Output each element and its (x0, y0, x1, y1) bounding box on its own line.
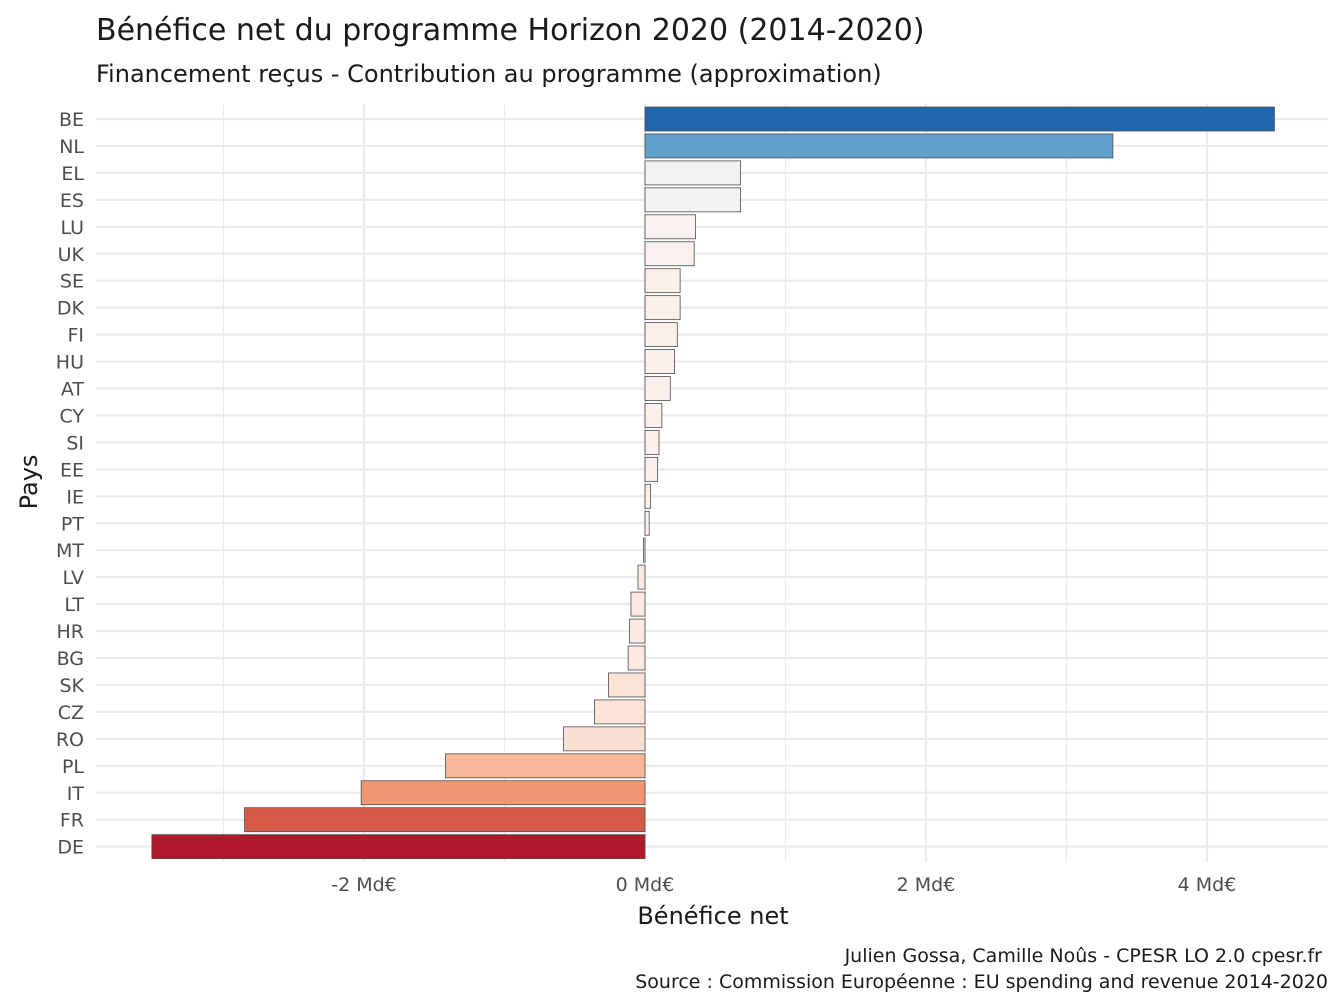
bar-de (151, 834, 646, 860)
bar-at (644, 376, 671, 401)
chart-subtitle: Financement reçus - Contribution au prog… (96, 60, 882, 88)
bars (151, 106, 1275, 860)
bar-si (644, 429, 660, 455)
bar-se (644, 268, 681, 294)
y-tick-label-dk: DK (57, 298, 85, 320)
y-tick-label-at: AT (61, 379, 85, 401)
y-tick-label-es: ES (60, 190, 84, 212)
y-tick-label-cz: CZ (58, 702, 84, 724)
y-tick-label-fr: FR (60, 810, 84, 832)
bar-it (360, 780, 646, 806)
bar-uk (644, 241, 695, 267)
x-tick-label: 2 Md€ (897, 874, 956, 896)
caption-credits: Julien Gossa, Camille Noûs - CPESR LO 2.… (844, 945, 1323, 967)
bar-be (644, 106, 1275, 132)
y-tick-label-fi: FI (67, 325, 84, 347)
y-tick-label-it: IT (67, 783, 85, 805)
bar-fr (244, 807, 646, 833)
y-tick-label-ee: EE (60, 459, 84, 481)
x-axis-title: Bénéfice net (637, 902, 788, 930)
bar-dk (644, 295, 681, 321)
y-tick-label-bg: BG (57, 648, 84, 670)
y-tick-label-de: DE (57, 837, 84, 859)
y-tick-label-lu: LU (60, 217, 84, 239)
chart-title: Bénéfice net du programme Horizon 2020 (… (96, 13, 925, 48)
x-tick-label: -2 Md€ (331, 874, 397, 896)
bar-pt (644, 510, 650, 536)
bar-pl (445, 753, 646, 779)
bar-hr (629, 618, 646, 644)
bar-ie (644, 483, 652, 509)
y-tick-label-pt: PT (61, 513, 84, 535)
bar-lt (630, 591, 646, 617)
y-tick-label-be: BE (59, 109, 84, 131)
grid (96, 104, 1328, 862)
bar-nl (644, 133, 1114, 159)
bar-mt (643, 537, 646, 563)
y-tick-label-ie: IE (66, 486, 84, 508)
bar-es (644, 187, 741, 213)
y-tick-label-el: EL (61, 163, 84, 185)
y-tick-label-nl: NL (59, 136, 84, 158)
y-axis-title: Pays (15, 455, 43, 510)
y-tick-label-hu: HU (56, 352, 84, 374)
bar-cz (594, 699, 646, 725)
y-tick-label-si: SI (66, 432, 84, 454)
y-axis-tick-labels: BE NL EL ES LU UK SE DK FI HU AT CY SI EE IE PT MT LV LT HR… (56, 109, 85, 859)
y-tick-label-sk: SK (59, 675, 84, 697)
bar-bg (627, 645, 646, 671)
bar-ro (563, 726, 646, 752)
y-tick-label-ro: RO (56, 729, 84, 751)
y-tick-label-mt: MT (56, 540, 84, 562)
bar-cy (644, 403, 663, 428)
caption-source: Source : Commission Européenne : EU spen… (635, 971, 1328, 993)
bar-hu (644, 349, 675, 374)
x-axis-tick-labels: -2 Md€ 0 Md€ 2 Md€ 4 Md€ (331, 874, 1236, 896)
x-tick-label: 0 Md€ (616, 874, 675, 896)
y-tick-label-se: SE (60, 271, 84, 293)
bar-el (644, 160, 741, 186)
y-tick-label-lt: LT (64, 594, 84, 616)
y-tick-label-cy: CY (59, 405, 84, 427)
y-tick-label-pl: PL (62, 756, 84, 778)
bar-ee (644, 456, 659, 482)
bar-lu (644, 214, 696, 240)
bar-sk (608, 672, 646, 698)
x-tick-label: 4 Md€ (1178, 874, 1237, 896)
bar-lv (637, 564, 646, 590)
y-tick-label-lv: LV (63, 567, 85, 589)
bar-fi (644, 322, 678, 348)
y-tick-label-uk: UK (58, 244, 85, 266)
y-tick-label-hr: HR (57, 621, 85, 643)
